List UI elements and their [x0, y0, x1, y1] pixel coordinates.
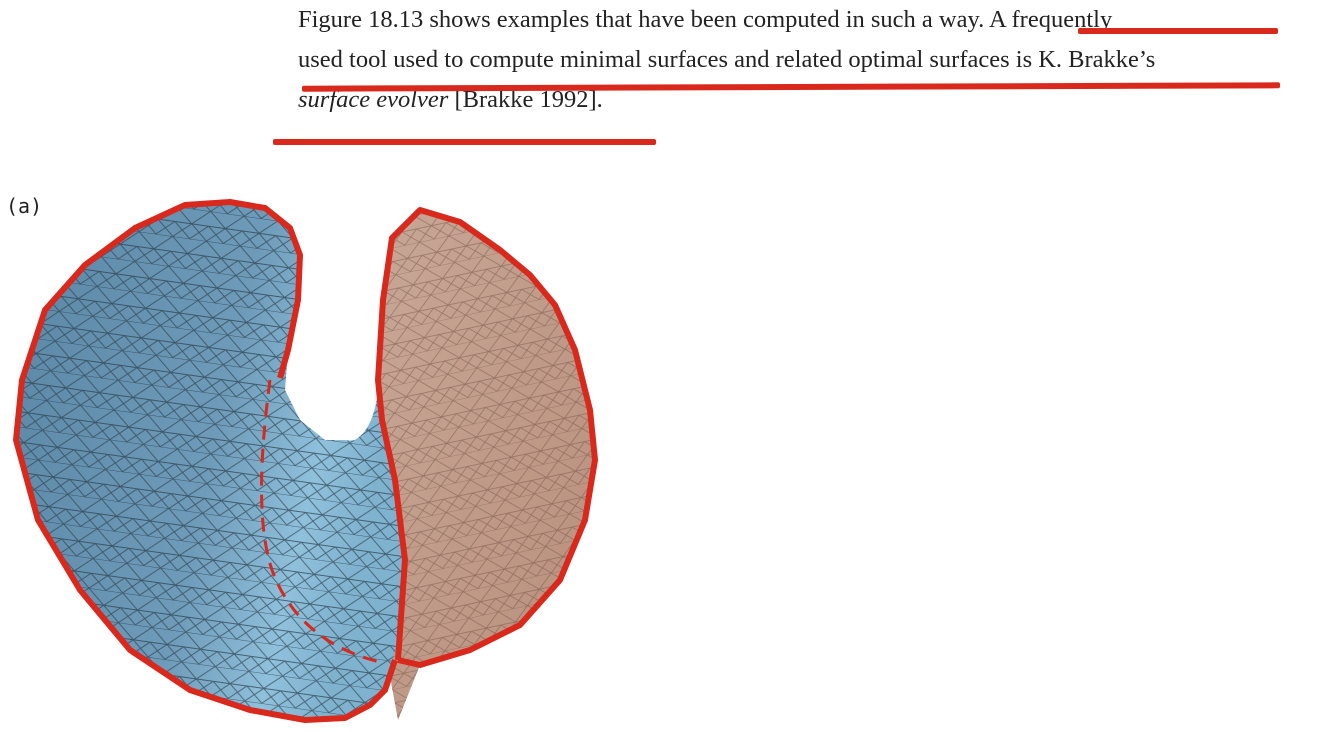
figure-panel-label: (a) [6, 194, 43, 218]
paragraph-line-1: Figure 18.13 shows examples that have be… [298, 6, 1113, 33]
paragraph-line-2: used tool used to compute minimal surfac… [298, 46, 1156, 73]
boundary-curve-right [375, 207, 598, 668]
body-paragraph: Figure 18.13 shows examples that have be… [298, 0, 1308, 120]
annotation-underline-1 [1078, 28, 1278, 34]
annotation-underline-3 [273, 139, 656, 145]
minimal-surface-figure [13, 199, 598, 723]
boundary-curve-hidden-dashed [260, 379, 381, 664]
boundary-curve-left [13, 199, 398, 723]
surface-hole [288, 350, 380, 441]
